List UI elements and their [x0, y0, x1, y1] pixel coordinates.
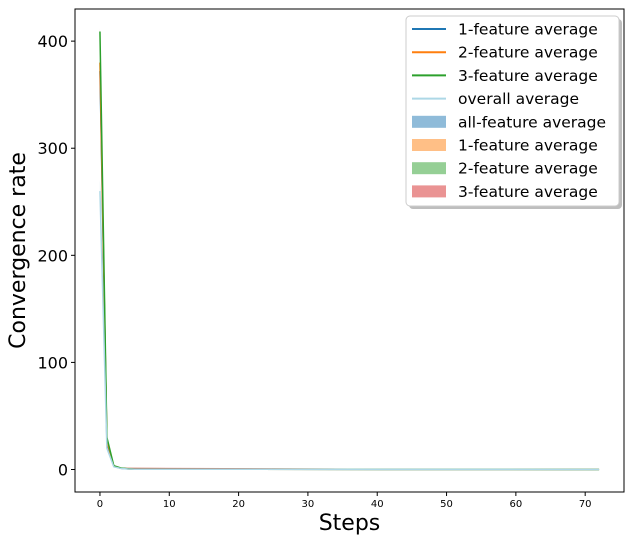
legend-label: 1-feature average	[458, 137, 598, 155]
y-axis-label: Convergence rate	[6, 152, 31, 349]
x-tick-label: 50	[440, 499, 453, 510]
legend-patch-swatch	[412, 185, 446, 198]
legend-label: 3-feature average	[458, 183, 598, 201]
legend-patch-swatch	[412, 115, 446, 128]
legend-label: overall average	[458, 90, 579, 108]
y-tick-label: 0	[58, 461, 68, 480]
axes-frame	[74, 8, 625, 493]
legend-label: all-feature average	[458, 113, 606, 131]
legend-label: 3-feature average	[458, 67, 598, 85]
legend-box	[405, 15, 620, 207]
x-axis-label: Steps	[319, 511, 381, 536]
y-tick-label: 300	[37, 139, 68, 158]
legend-patch-swatch	[412, 162, 446, 175]
x-tick-label: 10	[163, 499, 176, 510]
x-tick-label: 0	[97, 499, 103, 510]
legend-label: 2-feature average	[458, 44, 598, 62]
legend-label: 2-feature average	[458, 160, 598, 178]
series-layer	[99, 28, 600, 471]
line-series-3	[99, 191, 600, 471]
ticks-layer: 0 10 20 30 40 50 60 70 0 100 200 300 400	[37, 32, 591, 510]
y-tick-label: 100	[37, 353, 68, 372]
y-tick-label: 400	[37, 32, 68, 51]
legend-patch-swatch	[412, 139, 446, 151]
y-tick-label: 200	[37, 246, 68, 265]
x-tick-label: 70	[579, 499, 592, 510]
x-tick-label: 20	[232, 499, 245, 510]
legend-label: 1-feature average	[458, 21, 598, 39]
legend: 1-feature average 2-feature average 3-feat…	[405, 15, 622, 209]
x-tick-label: 60	[509, 499, 522, 510]
x-tick-label: 30	[302, 499, 315, 510]
x-tick-label: 40	[371, 499, 384, 510]
